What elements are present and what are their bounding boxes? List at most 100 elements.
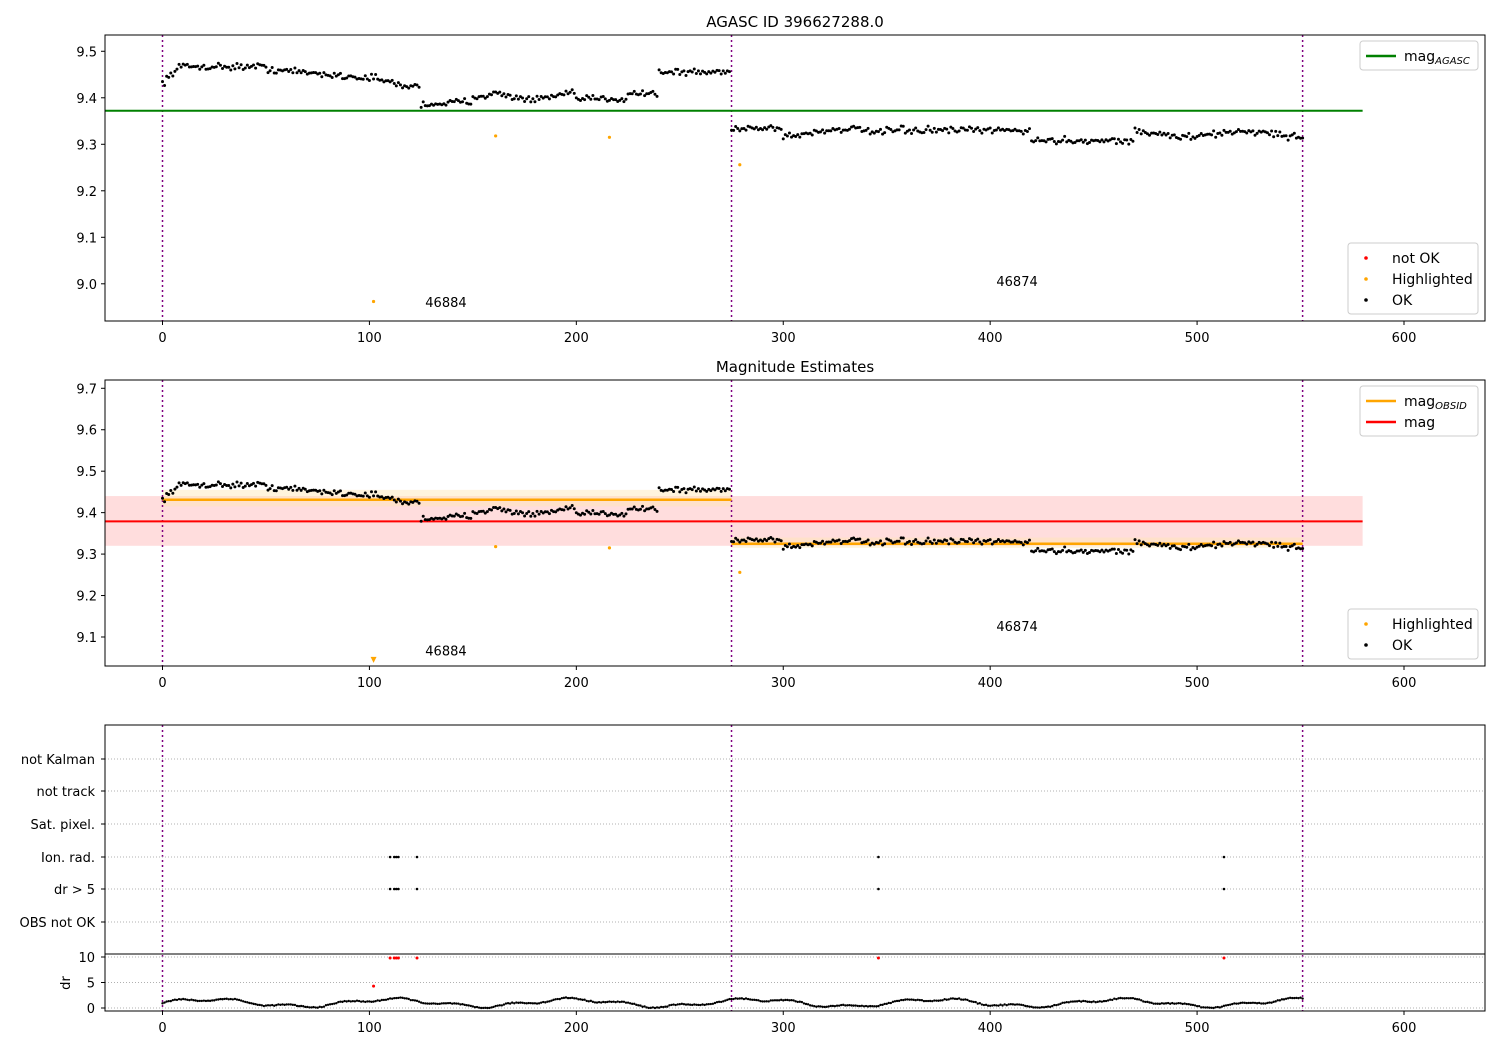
dr-point (388, 997, 392, 1000)
ok-point (1133, 126, 1137, 130)
plot-frame (104, 34, 1486, 322)
dr-point (962, 998, 965, 1001)
ok-point (796, 544, 800, 548)
ok-point (502, 92, 506, 96)
dr-point (1293, 996, 1296, 1000)
dr-point (539, 1001, 543, 1004)
ok-point (554, 510, 558, 514)
ok-point (1052, 550, 1056, 554)
ok-point (818, 130, 822, 134)
y-tick-label: 9.0 (76, 278, 97, 293)
legend-label: OK (1392, 638, 1413, 654)
ok-point (736, 538, 740, 542)
dr-point (1084, 999, 1087, 1003)
ok-point (676, 485, 680, 489)
ok-point (177, 62, 181, 66)
ok-point (361, 77, 365, 81)
ok-point (578, 513, 582, 517)
ok-point (1141, 540, 1145, 544)
dr-point (171, 998, 175, 1002)
dr-point (1032, 1006, 1035, 1009)
dr-point (310, 1006, 313, 1009)
ok-point (456, 99, 460, 103)
ok-point (694, 71, 698, 75)
dr-point (527, 1001, 530, 1005)
dr-point (1183, 1002, 1186, 1005)
dr-point (275, 1003, 278, 1007)
ok-point (401, 502, 405, 506)
ok-point (988, 126, 992, 130)
dr-point (188, 998, 191, 1002)
ok-point (1220, 544, 1224, 548)
ok-point (521, 511, 525, 515)
ok-point (1199, 542, 1203, 546)
ok-point (773, 540, 777, 544)
ok-point (1253, 544, 1257, 548)
x-tick-label: 300 (771, 331, 796, 346)
dr-point (1156, 1002, 1159, 1005)
dr-point (782, 999, 785, 1002)
dr-point (1235, 1002, 1238, 1005)
ok-point (1166, 132, 1170, 136)
ok-point (945, 539, 949, 543)
ok-point (672, 489, 676, 493)
ok-point (1162, 542, 1166, 546)
dr-point (835, 1004, 839, 1007)
ok-point (411, 500, 415, 504)
dr-point (589, 999, 593, 1003)
ok-point (945, 127, 949, 131)
dr-point (1007, 1003, 1010, 1006)
dr-point (1280, 998, 1284, 1001)
dr-point (510, 1001, 514, 1004)
ok-point (910, 542, 914, 546)
dr-point (273, 1004, 276, 1007)
ok-point (696, 487, 700, 491)
x-tick-label: 400 (978, 676, 1003, 691)
x-tick-label: 300 (771, 676, 796, 691)
dr-point (1168, 1002, 1172, 1005)
ok-point (198, 67, 202, 71)
dr-point (161, 1002, 164, 1005)
ok-point (994, 539, 998, 543)
ok-point (1282, 134, 1286, 138)
ok-point (965, 540, 969, 544)
ok-point (535, 509, 539, 513)
dr-point (504, 1002, 508, 1005)
dr-point (982, 1003, 986, 1007)
dr-point (548, 1000, 551, 1003)
ok-point (485, 95, 489, 99)
ok-point (216, 61, 220, 65)
dr-point (419, 1001, 423, 1004)
ok-point (618, 513, 622, 517)
legend-label-subscript: AGASC (1434, 56, 1470, 67)
dr-point (854, 1004, 857, 1007)
dr-point (438, 1002, 441, 1006)
legend-label: Highlighted (1392, 272, 1473, 288)
dr-point (612, 1000, 615, 1003)
dr-point (1206, 1006, 1209, 1009)
dr-point (550, 999, 553, 1002)
dr-point (177, 997, 181, 1001)
legend-marker-swatch (1364, 622, 1368, 626)
ok-point (972, 541, 976, 545)
ok-point (330, 493, 334, 497)
flag-category-label: Ion. rad. (41, 851, 95, 866)
dr-point (844, 1004, 847, 1007)
dr-point (1117, 997, 1120, 1000)
ok-point (1290, 133, 1294, 137)
ok-point (1290, 544, 1294, 548)
ok-point (570, 88, 574, 92)
ok-point (638, 92, 642, 96)
ok-point (872, 542, 876, 546)
dr-point (1295, 996, 1298, 1000)
dr-point (833, 1004, 837, 1008)
ok-point (785, 545, 789, 549)
dr-point (440, 1002, 444, 1005)
dr-point (366, 1000, 369, 1003)
dr-point (202, 999, 206, 1002)
dr-point (289, 1003, 292, 1006)
ok-point (1253, 133, 1257, 137)
dr-point (397, 996, 400, 1000)
dr-point (1100, 1000, 1104, 1003)
dr-point (806, 1003, 810, 1006)
